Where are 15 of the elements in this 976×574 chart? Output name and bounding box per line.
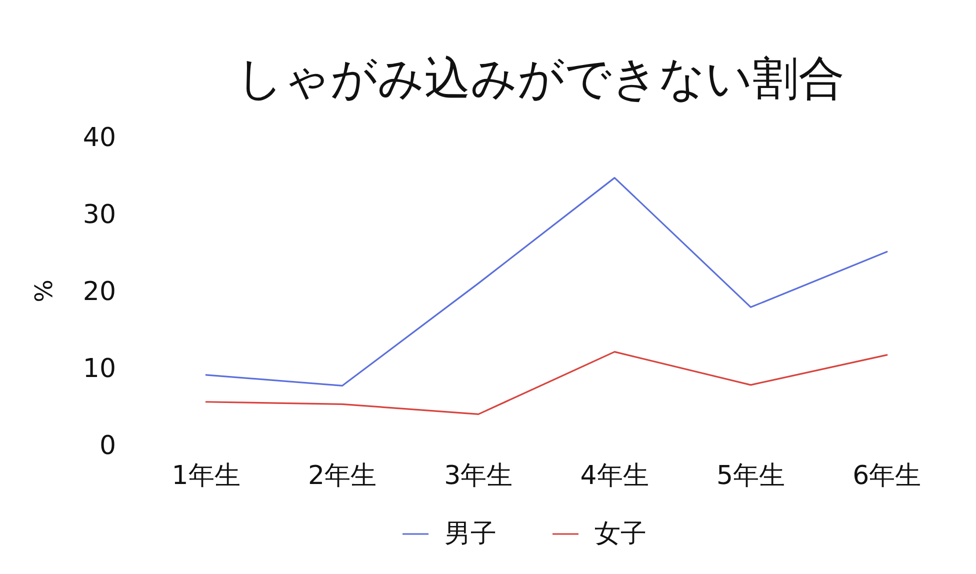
x-tick-label: 4年生	[580, 461, 649, 491]
x-tick-label: 5年生	[716, 461, 786, 491]
x-tick-label: 3年生	[444, 461, 513, 491]
legend-label: 男子	[444, 519, 496, 549]
y-tick-label: 20	[82, 277, 116, 307]
chart-title: しゃがみ込みができない割合	[236, 51, 844, 105]
y-tick-label: 10	[82, 354, 116, 384]
y-axis-title: %	[30, 280, 58, 302]
y-tick-label: 0	[99, 431, 116, 461]
x-tick-label: 6年生	[852, 461, 922, 491]
y-tick-label: 40	[82, 123, 116, 153]
legend-label: 女子	[594, 519, 646, 549]
x-tick-label: 1年生	[172, 461, 240, 491]
y-tick-label: 30	[82, 200, 116, 230]
x-tick-label: 2年生	[308, 461, 377, 491]
